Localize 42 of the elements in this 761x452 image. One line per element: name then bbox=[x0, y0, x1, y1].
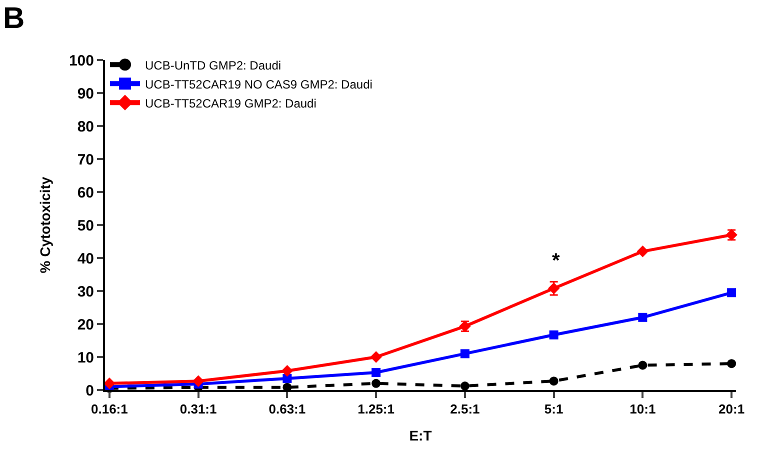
y-tick-label: 20 bbox=[77, 316, 94, 334]
x-tick-label: 2.5:1 bbox=[450, 402, 480, 417]
y-axis-title: % Cytotoxicity bbox=[37, 176, 54, 274]
point bbox=[370, 351, 382, 363]
y-tick-label: 50 bbox=[77, 217, 94, 234]
y-tick-label: 60 bbox=[77, 184, 94, 202]
point bbox=[549, 376, 558, 386]
point bbox=[372, 368, 381, 378]
point bbox=[638, 312, 648, 322]
y-tick-label: 0 bbox=[86, 382, 94, 400]
point bbox=[460, 349, 470, 358]
text: B bbox=[3, 2, 25, 35]
point bbox=[549, 330, 558, 340]
legend-label: UCB-UnTD GMP2: Daudi bbox=[145, 58, 282, 72]
point bbox=[636, 246, 649, 258]
point bbox=[192, 375, 204, 387]
point bbox=[727, 359, 736, 368]
y-tick-label: 30 bbox=[77, 283, 94, 300]
x-tick-label: 20:1 bbox=[718, 402, 745, 417]
y-tick-label: 100 bbox=[68, 52, 94, 70]
x-tick-label: 0.63:1 bbox=[268, 402, 306, 417]
x-tick-label: 1.25:1 bbox=[358, 402, 394, 417]
point bbox=[638, 360, 648, 370]
point bbox=[727, 288, 736, 298]
legend-label: UCB-TT52CAR19 GMP2: Daudi bbox=[145, 96, 316, 110]
y-tick-label: 80 bbox=[77, 118, 94, 136]
x-tick-label: 10:1 bbox=[630, 402, 656, 417]
point bbox=[104, 378, 116, 390]
legend-label: UCB-TT52CAR19 NO CAS9 GMP2: Daudi bbox=[145, 77, 372, 92]
point bbox=[460, 382, 470, 391]
y-tick-label: 40 bbox=[77, 250, 94, 268]
x-tick-label: 0.16:1 bbox=[91, 402, 128, 417]
x-tick-label: 5:1 bbox=[544, 402, 564, 417]
point bbox=[282, 374, 292, 383]
y-tick-label: 90 bbox=[77, 85, 94, 102]
point bbox=[281, 365, 294, 377]
point bbox=[372, 378, 381, 388]
annotation: * bbox=[552, 250, 560, 272]
x-tick-label: 0.31:1 bbox=[180, 402, 217, 417]
x-axis-title: E:T bbox=[409, 427, 432, 444]
y-tick-label: 10 bbox=[77, 349, 94, 366]
y-tick-label: 70 bbox=[77, 151, 94, 168]
